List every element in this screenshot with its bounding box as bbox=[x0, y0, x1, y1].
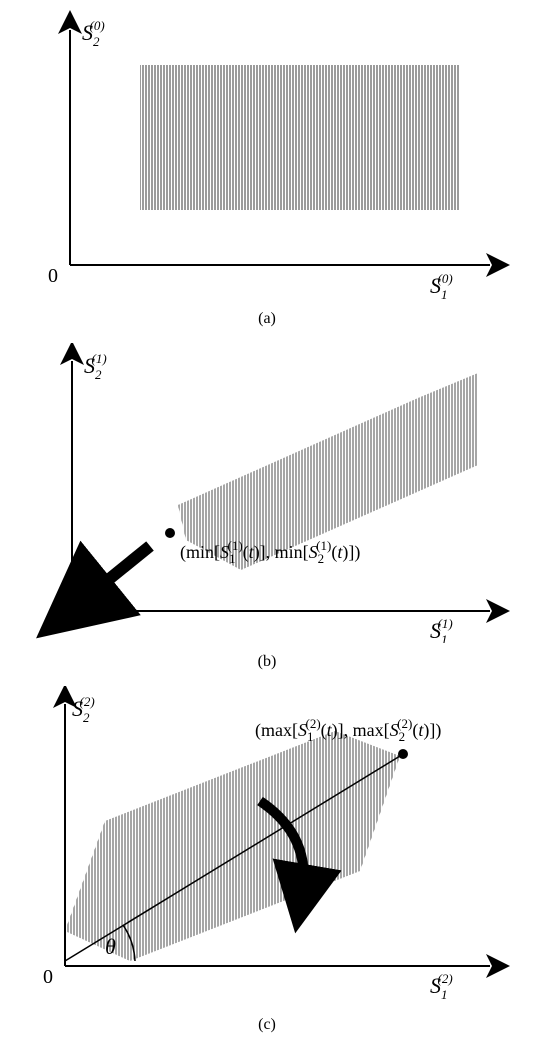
origin-label: 0 bbox=[48, 265, 58, 287]
region-parallelogram bbox=[65, 731, 400, 961]
shift-arrow bbox=[92, 546, 150, 593]
panel-b: (min[S1(1)(t)], min[S2(1)(t)]) 0 S2(1) S… bbox=[10, 343, 524, 643]
panel-c: (max[S1(2)(t)], max[S2(2)(t)]) θ 0 S2(2)… bbox=[10, 686, 524, 1006]
max-annotation: (max[S1(2)(t)], max[S2(2)(t)]) bbox=[255, 716, 441, 744]
caption-b: (b) bbox=[10, 653, 524, 671]
region-rect bbox=[140, 65, 460, 210]
x-axis-label: S1(0) bbox=[430, 271, 453, 300]
origin-label: 0 bbox=[50, 611, 60, 633]
max-point-dot bbox=[398, 749, 408, 759]
min-point-dot bbox=[165, 528, 175, 538]
caption-a: (a) bbox=[10, 310, 524, 328]
x-axis-label: S1(2) bbox=[430, 971, 453, 1002]
caption-c: (c) bbox=[10, 1016, 524, 1034]
origin-label: 0 bbox=[43, 966, 53, 988]
panel-a: 0 S2(0) S1(0) bbox=[10, 10, 524, 300]
y-axis-label: S2(0) bbox=[82, 18, 105, 49]
panel-a-svg: 0 S2(0) S1(0) bbox=[10, 10, 524, 300]
x-axis-label: S1(1) bbox=[430, 616, 453, 643]
min-annotation: (min[S1(1)(t)], min[S2(1)(t)]) bbox=[180, 538, 360, 566]
panel-b-svg: (min[S1(1)(t)], min[S2(1)(t)]) 0 S2(1) S… bbox=[10, 343, 524, 643]
y-axis-label: S2(2) bbox=[72, 694, 95, 725]
panel-c-svg: (max[S1(2)(t)], max[S2(2)(t)]) θ 0 S2(2)… bbox=[10, 686, 524, 1006]
y-axis-label: S2(1) bbox=[84, 351, 107, 382]
theta-label: θ bbox=[105, 934, 116, 959]
